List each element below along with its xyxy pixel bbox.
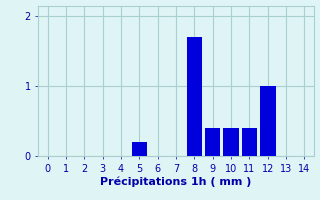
Bar bbox=[242, 128, 257, 156]
X-axis label: Précipitations 1h ( mm ): Précipitations 1h ( mm ) bbox=[100, 176, 252, 187]
Bar bbox=[260, 86, 276, 156]
Bar bbox=[205, 128, 220, 156]
Bar bbox=[132, 142, 147, 156]
Bar bbox=[187, 37, 202, 156]
Bar bbox=[223, 128, 239, 156]
